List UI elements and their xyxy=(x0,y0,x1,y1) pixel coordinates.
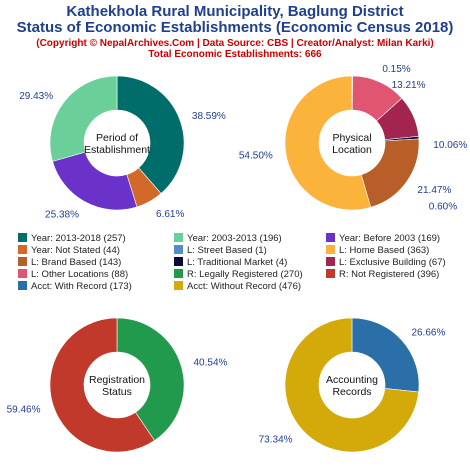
legend-swatch xyxy=(326,245,335,254)
slice-label-2-0: 40.54% xyxy=(193,358,227,369)
legend-swatch xyxy=(18,233,27,242)
center-label-1-1: Location xyxy=(332,144,372,156)
legend-item: R: Not Registered (396) xyxy=(326,269,439,280)
slice-0-2 xyxy=(52,151,138,211)
center-label-0-1: Establishment xyxy=(84,144,150,156)
slice-0-0 xyxy=(116,75,185,194)
slice-label-3-0: 26.66% xyxy=(411,327,445,338)
slice-3-0 xyxy=(351,317,420,393)
legend-label: Year: Before 2003 (169) xyxy=(339,233,441,244)
legend-label: Acct: Without Record (476) xyxy=(187,281,302,292)
slice-2-1 xyxy=(49,317,155,453)
legend-swatch xyxy=(326,257,335,266)
center-label-2-0: Registration xyxy=(89,374,145,386)
legend-swatch xyxy=(326,233,335,242)
slice-2-0 xyxy=(116,317,185,441)
slice-label-1-5: 54.50% xyxy=(239,150,273,161)
legend-item: Year: Not Stated (44) xyxy=(18,245,120,256)
legend-swatch xyxy=(18,269,27,278)
slice-label-0-0: 38.59% xyxy=(192,111,226,122)
legend-item: Acct: Without Record (476) xyxy=(174,281,301,292)
legend-label: Year: 2013-2018 (257) xyxy=(31,233,126,244)
legend-item: R: Legally Registered (270) xyxy=(174,269,303,280)
center-label-3-0: Accounting xyxy=(326,374,378,386)
legend-label: L: Other Locations (88) xyxy=(31,269,129,280)
legend-swatch xyxy=(174,269,183,278)
center-label-0-0: Period of xyxy=(96,132,138,144)
legend-swatch xyxy=(174,281,183,290)
legend-swatch xyxy=(18,281,27,290)
legend-label: R: Legally Registered (270) xyxy=(187,269,303,280)
legend-label: L: Home Based (363) xyxy=(339,245,430,256)
legend-label: R: Not Registered (396) xyxy=(339,269,440,280)
legend-swatch xyxy=(174,245,183,254)
legend-item: L: Street Based (1) xyxy=(174,245,267,256)
slice-label-0-3: 29.43% xyxy=(19,91,53,102)
center-label-2-1: Status xyxy=(102,386,132,398)
chart-title-line1: Kathekhola Rural Municipality, Baglung D… xyxy=(66,3,404,20)
slice-label-0-1: 6.61% xyxy=(156,209,184,220)
legend-item: L: Home Based (363) xyxy=(326,245,429,256)
slice-1-5 xyxy=(284,75,372,211)
legend-swatch xyxy=(18,245,27,254)
legend-swatch xyxy=(326,269,335,278)
slice-label-0-2: 25.38% xyxy=(45,209,79,220)
legend-label: L: Traditional Market (4) xyxy=(187,257,288,268)
copyright-note: (Copyright © NepalArchives.Com | Data So… xyxy=(36,38,434,49)
legend-swatch xyxy=(174,233,183,242)
slice-0-3 xyxy=(49,75,118,162)
slice-3-1 xyxy=(284,317,419,453)
slice-label-1-1: 13.21% xyxy=(392,80,426,91)
legend-item: Year: 2003-2013 (196) xyxy=(174,233,282,244)
legend-item: L: Brand Based (143) xyxy=(18,257,121,268)
legend-label: L: Brand Based (143) xyxy=(31,257,122,268)
slice-label-1-2: 10.06% xyxy=(433,140,467,151)
legend-item: L: Exclusive Building (67) xyxy=(326,257,446,268)
legend-item: L: Other Locations (88) xyxy=(18,269,128,280)
slice-label-2-1: 59.46% xyxy=(7,404,41,415)
legend-label: Year: Not Stated (44) xyxy=(31,245,120,256)
slice-label-1-3: 0.60% xyxy=(429,202,457,213)
legend-item: Acct: With Record (173) xyxy=(18,281,132,292)
slice-label-3-1: 73.34% xyxy=(259,435,293,446)
legend-item: Year: 2013-2018 (257) xyxy=(18,233,126,244)
legend-item: Year: Before 2003 (169) xyxy=(326,233,440,244)
total-establishments: Total Economic Establishments: 666 xyxy=(148,49,322,60)
legend-swatch xyxy=(18,257,27,266)
chart-title-line2: Status of Economic Establishments (Econo… xyxy=(16,19,454,36)
legend-item: L: Traditional Market (4) xyxy=(174,257,287,268)
legend-label: L: Exclusive Building (67) xyxy=(339,257,446,268)
slice-label-1-0: 0.15% xyxy=(382,64,410,75)
legend-label: L: Street Based (1) xyxy=(187,245,267,256)
legend-label: Acct: With Record (173) xyxy=(31,281,132,292)
legend-label: Year: 2003-2013 (196) xyxy=(187,233,282,244)
center-label-3-1: Records xyxy=(332,386,371,398)
slice-label-1-4: 21.47% xyxy=(417,185,451,196)
center-label-1-0: Physical xyxy=(332,132,371,144)
legend-swatch xyxy=(174,257,183,266)
